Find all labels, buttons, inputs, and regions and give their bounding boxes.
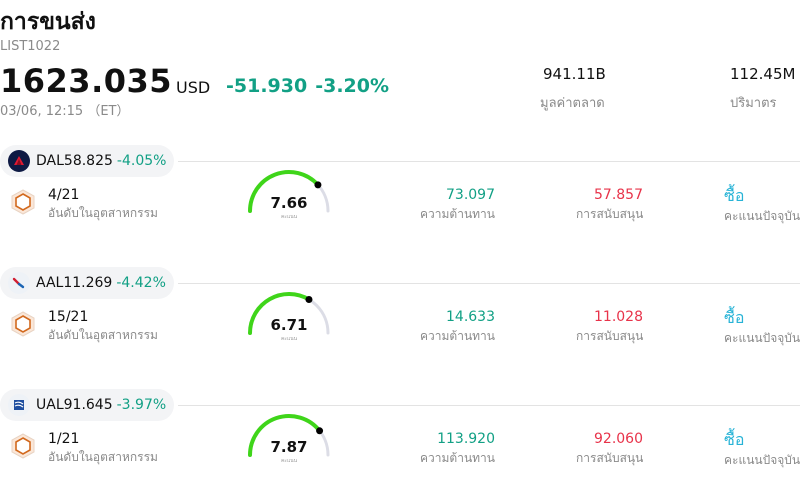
stock-pill-aal[interactable]: AAL 11.269 -4.42% bbox=[0, 267, 174, 299]
volume-label: ปริมาตร bbox=[730, 96, 777, 111]
industry-rank-icon bbox=[10, 189, 36, 215]
resistance-label: ความต้านทาน bbox=[420, 329, 495, 343]
currency: USD bbox=[176, 78, 211, 97]
industry-rank: 15/21 bbox=[48, 309, 89, 325]
ticker-change: -3.97% bbox=[116, 397, 167, 413]
timestamp: 03/06, 12:15 （ET） bbox=[0, 104, 130, 119]
ticker-price: 91.645 bbox=[63, 397, 113, 413]
score-value: 6.71 bbox=[270, 316, 308, 334]
row-divider bbox=[178, 283, 800, 284]
score-caption: คะแนน bbox=[280, 336, 298, 342]
ticker-change: -4.05% bbox=[116, 153, 167, 169]
industry-rank-icon bbox=[10, 433, 36, 459]
stock-pill-dal[interactable]: DAL 58.825 -4.05% bbox=[0, 145, 175, 177]
support-label: การสนับสนุน bbox=[576, 207, 644, 221]
stock-pill-ual[interactable]: UAL 91.645 -3.97% bbox=[0, 389, 175, 421]
airline-logo-icon bbox=[8, 394, 30, 416]
score-caption: คะแนน bbox=[280, 214, 298, 220]
ticker: UAL bbox=[36, 397, 64, 413]
market-cap-value: 941.11B bbox=[543, 65, 606, 83]
page-title: การขนส่ง bbox=[0, 9, 96, 35]
buy-rating[interactable]: ซื้อ bbox=[724, 186, 745, 205]
airline-logo-icon bbox=[8, 272, 30, 294]
change-value: -51.930 bbox=[226, 75, 308, 97]
ticker: AAL bbox=[36, 275, 64, 291]
support-label: การสนับสนุน bbox=[576, 329, 644, 343]
resistance-value: 14.633 bbox=[446, 309, 495, 325]
ticker-price: 58.825 bbox=[63, 153, 113, 169]
row-divider bbox=[178, 405, 800, 406]
resistance-value: 73.097 bbox=[446, 187, 495, 203]
resistance-label: ความต้านทาน bbox=[420, 207, 495, 221]
industry-rank-label: อันดับในอุตสาหกรรม bbox=[48, 206, 158, 220]
score-value: 7.66 bbox=[270, 194, 308, 212]
score-gauge bbox=[245, 413, 333, 459]
support-value: 11.028 bbox=[594, 309, 643, 325]
support-value: 57.857 bbox=[594, 187, 643, 203]
score-gauge bbox=[245, 169, 333, 215]
score-value: 7.87 bbox=[270, 438, 308, 456]
volume-value: 112.45M bbox=[730, 65, 796, 83]
ticker-price: 11.269 bbox=[63, 275, 113, 291]
industry-rank: 4/21 bbox=[48, 187, 80, 203]
support-label: การสนับสนุน bbox=[576, 451, 644, 465]
resistance-label: ความต้านทาน bbox=[420, 451, 495, 465]
change-percent: -3.20% bbox=[315, 75, 390, 97]
industry-rank-label: อันดับในอุตสาหกรรม bbox=[48, 328, 158, 342]
buy-rating[interactable]: ซื้อ bbox=[724, 430, 745, 449]
ticker: DAL bbox=[36, 153, 64, 169]
score-caption: คะแนน bbox=[280, 458, 298, 464]
buy-rating[interactable]: ซื้อ bbox=[724, 308, 745, 327]
support-value: 92.060 bbox=[594, 431, 643, 447]
consensus-label: คะแนนปัจจุบัน bbox=[724, 453, 800, 467]
score-gauge bbox=[245, 291, 333, 337]
consensus-label: คะแนนปัจจุบัน bbox=[724, 331, 800, 345]
index-price: 1623.035 bbox=[0, 62, 173, 100]
consensus-label: คะแนนปัจจุบัน bbox=[724, 209, 800, 223]
ticker-change: -4.42% bbox=[116, 275, 166, 291]
industry-rank: 1/21 bbox=[48, 431, 80, 447]
index-change: -51.930 -3.20% bbox=[226, 75, 389, 97]
industry-rank-icon bbox=[10, 311, 36, 337]
airline-logo-icon bbox=[8, 150, 30, 172]
list-code: LIST1022 bbox=[0, 39, 61, 54]
resistance-value: 113.920 bbox=[437, 431, 495, 447]
industry-rank-label: อันดับในอุตสาหกรรม bbox=[48, 450, 158, 464]
row-divider bbox=[178, 161, 800, 162]
market-cap-label: มูลค่าตลาด bbox=[540, 96, 605, 111]
